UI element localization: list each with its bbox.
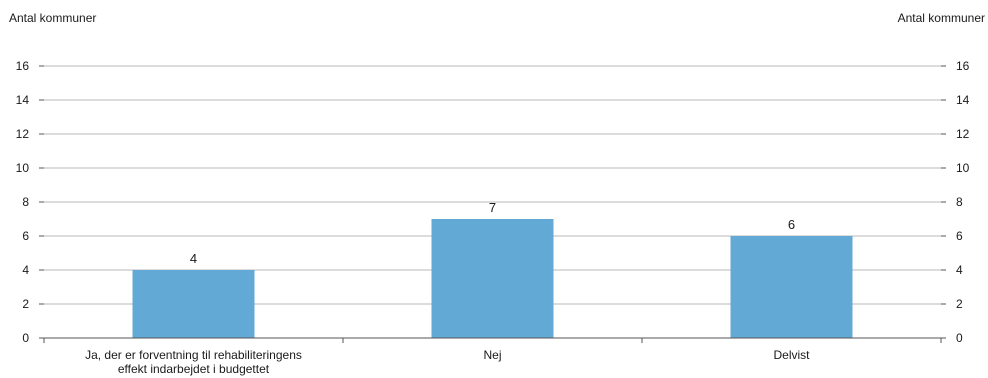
y-tick-label-left: 0 bbox=[22, 331, 29, 345]
x-tick-label-1: Nej bbox=[483, 348, 501, 362]
y-tick-label-left: 6 bbox=[22, 229, 29, 243]
y-tick-label-right: 0 bbox=[956, 331, 963, 345]
y-tick-label-left: 12 bbox=[16, 127, 30, 141]
y-tick-label-left: 8 bbox=[22, 195, 29, 209]
y-tick-label-right: 12 bbox=[956, 127, 970, 141]
y-tick-label-left: 10 bbox=[16, 161, 30, 175]
data-label-2: 6 bbox=[788, 217, 795, 232]
y-tick-label-right: 16 bbox=[956, 59, 970, 73]
y-axis-title-right: Antal kommuner bbox=[897, 11, 985, 25]
bars bbox=[132, 219, 853, 338]
y-tick-label-left: 2 bbox=[22, 297, 29, 311]
y-tick-label-right: 6 bbox=[956, 229, 963, 243]
y-axis-title-left: Antal kommuner bbox=[9, 11, 97, 25]
y-tick-label-left: 4 bbox=[22, 263, 29, 277]
y-tick-label-right: 14 bbox=[956, 93, 970, 107]
y-tick-label-right: 2 bbox=[956, 297, 963, 311]
bar-1 bbox=[431, 219, 554, 338]
bar-2 bbox=[730, 236, 853, 338]
data-label-1: 7 bbox=[489, 200, 496, 215]
data-labels: 4 7 6 bbox=[190, 200, 795, 266]
x-tick-label-0: Ja, der er forventning til rehabiliterin… bbox=[85, 348, 302, 376]
y-tick-label-left: 14 bbox=[16, 93, 30, 107]
axes: 0 0 2 2 4 4 6 6 8 8 10 10 12 12 14 14 16 16 Ja, der er for… bbox=[16, 59, 970, 376]
y-tick-label-left: 16 bbox=[16, 59, 30, 73]
y-tick-label-right: 8 bbox=[956, 195, 963, 209]
x-tick-label-2: Delvist bbox=[773, 348, 810, 362]
data-label-0: 4 bbox=[190, 251, 197, 266]
bar-0 bbox=[132, 270, 255, 338]
y-tick-label-right: 4 bbox=[956, 263, 963, 277]
y-tick-label-right: 10 bbox=[956, 161, 970, 175]
